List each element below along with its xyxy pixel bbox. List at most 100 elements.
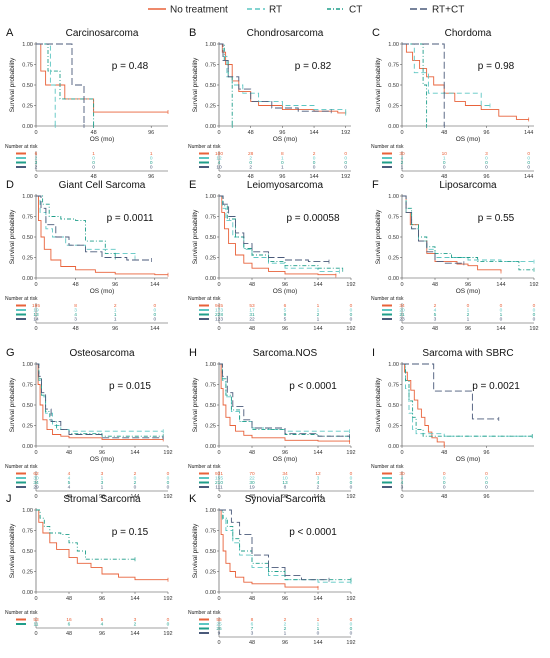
risk-count: 0 <box>167 622 170 628</box>
km-curve-rt-ct <box>402 43 445 126</box>
risk-count: 3 <box>317 476 320 482</box>
risk-count: 19 <box>249 485 255 491</box>
y-tick-label: 0.00 <box>22 276 33 282</box>
x-tick-label: 96 <box>282 282 288 288</box>
y-tick-label: 0.75 <box>388 63 399 69</box>
y-tick-label: 1.00 <box>22 362 33 368</box>
y-axis-label: Survival probability <box>375 57 382 112</box>
risk-count: 0 <box>350 622 353 628</box>
risk-table-title: Number at risk <box>188 610 221 616</box>
risk-row-swatch <box>199 623 209 625</box>
risk-row-swatch <box>199 161 209 164</box>
y-tick-label: 1.00 <box>388 362 399 368</box>
risk-row-swatch <box>16 481 26 484</box>
risk-count: 1 <box>284 631 287 637</box>
km-curve-rt <box>219 195 340 272</box>
panel-title: Chondrosarcoma <box>247 28 324 39</box>
km-curve-rt <box>36 363 164 432</box>
risk-count: 22 <box>249 476 255 482</box>
risk-count: 0 <box>350 312 353 318</box>
risk-row-swatch <box>16 477 26 479</box>
risk-count: 0 <box>92 160 95 166</box>
x-tick-label: 144 <box>130 450 139 456</box>
risk-count: 25 <box>216 622 222 628</box>
y-tick-label: 0.50 <box>205 549 216 555</box>
risk-x-tick-label: 192 <box>346 494 355 500</box>
y-tick-label: 0.00 <box>22 124 33 130</box>
risk-x-tick-label: 96 <box>282 326 288 332</box>
risk-count: 1 <box>281 165 284 171</box>
risk-row-swatch <box>199 486 209 488</box>
risk-count: 0 <box>533 312 536 318</box>
risk-row-swatch <box>199 618 209 621</box>
x-axis-label: OS (mo) <box>273 456 298 463</box>
risk-row-swatch <box>382 472 392 475</box>
risk-row-swatch <box>16 486 26 488</box>
p-value: p = 0.00058 <box>286 213 340 224</box>
y-tick-label: 0.25 <box>205 570 216 576</box>
risk-row-swatch <box>16 304 26 307</box>
risk-x-tick-label: 144 <box>313 494 322 500</box>
risk-count: 0 <box>485 160 488 166</box>
risk-count: 0 <box>134 476 137 482</box>
y-tick-label: 1.00 <box>205 42 216 48</box>
risk-count: 2 <box>313 151 316 157</box>
risk-x-tick-label: 0 <box>400 494 403 500</box>
risk-row-swatch <box>199 313 209 316</box>
risk-row-swatch <box>199 152 209 155</box>
p-value: p = 0.0011 <box>107 213 154 224</box>
risk-count: 2 <box>35 156 38 162</box>
y-tick-label: 0.00 <box>205 444 216 450</box>
y-tick-label: 0.75 <box>388 383 399 389</box>
risk-count: 0 <box>443 165 446 171</box>
legend-label: RT <box>269 5 282 16</box>
risk-count: 28 <box>248 151 254 157</box>
risk-count: 1 <box>317 617 320 623</box>
risk-x-tick-label: 0 <box>217 326 220 332</box>
y-axis-label: Survival probability <box>192 57 199 112</box>
y-tick-label: 0.25 <box>205 424 216 430</box>
y-tick-label: 0.25 <box>22 256 33 262</box>
risk-count: 0 <box>350 626 353 632</box>
km-curve-rt-ct <box>219 363 350 437</box>
x-tick-label: 192 <box>163 596 172 602</box>
risk-count: 4 <box>68 471 71 477</box>
risk-row-swatch <box>382 152 392 155</box>
risk-count: 1 <box>467 317 470 323</box>
risk-count: 34 <box>33 480 39 486</box>
risk-x-tick-label: 192 <box>163 494 172 500</box>
risk-count: 0 <box>344 156 347 162</box>
risk-count: 0 <box>153 308 156 314</box>
risk-count: 1 <box>150 151 153 157</box>
risk-count: 4 <box>401 480 404 486</box>
risk-count: 29 <box>33 485 39 491</box>
risk-count: 0 <box>350 485 353 491</box>
risk-count: 0 <box>485 165 488 171</box>
risk-count: 155 <box>215 476 223 482</box>
p-value: p = 0.15 <box>112 527 149 538</box>
y-tick-label: 0.25 <box>388 104 399 110</box>
risk-count: 0 <box>485 156 488 162</box>
y-tick-label: 0.50 <box>388 235 399 241</box>
risk-count: 0 <box>350 480 353 486</box>
risk-count: 1 <box>317 308 320 314</box>
risk-x-tick-label: 48 <box>73 326 79 332</box>
y-tick-label: 0.25 <box>388 424 399 430</box>
p-value: p = 0.82 <box>295 61 332 72</box>
risk-x-tick-label: 192 <box>163 631 172 637</box>
risk-x-tick-label: 96 <box>279 174 285 180</box>
risk-table-title: Number at risk <box>371 464 404 470</box>
y-tick-label: 1.00 <box>22 194 33 200</box>
y-axis-label: Survival probability <box>192 209 199 264</box>
risk-x-tick-label: 144 <box>130 494 139 500</box>
risk-count: 6 <box>35 151 38 157</box>
x-tick-label: 192 <box>341 130 350 136</box>
risk-count: 2 <box>134 480 137 486</box>
risk-count: 3 <box>485 151 488 157</box>
risk-x-tick-label: 0 <box>400 326 403 332</box>
y-tick-label: 0.75 <box>205 215 216 221</box>
risk-x-tick-label: 0 <box>34 631 37 637</box>
risk-count: 3 <box>401 485 404 491</box>
x-tick-label: 0 <box>400 450 403 456</box>
